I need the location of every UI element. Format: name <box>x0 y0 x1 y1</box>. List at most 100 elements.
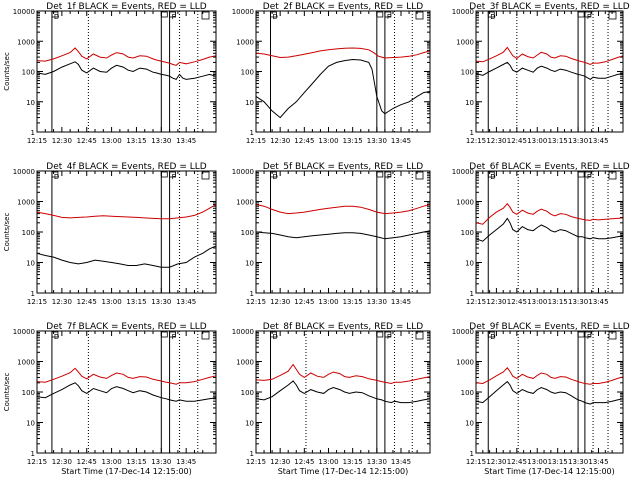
marker-letter: F <box>587 13 591 21</box>
plot-frame <box>475 170 624 294</box>
y-tick-label: 1000 <box>456 199 474 207</box>
plot-frame <box>36 10 217 133</box>
x-tick-label: 12:45 <box>77 458 97 466</box>
y-tick-label: 1 <box>470 129 474 137</box>
x-tick-label: 12:15 <box>466 458 486 466</box>
x-tick-label: 13:30 <box>151 137 171 145</box>
marker-flag <box>584 11 592 18</box>
lld-series-line <box>475 46 624 66</box>
x-tick-label: 13:45 <box>176 298 196 306</box>
x-tick-label: 13:00 <box>527 298 547 306</box>
y-tick-label: 10 <box>465 99 474 107</box>
x-tick-label: 12:15 <box>466 298 486 306</box>
y-tick-label: 10000 <box>13 328 35 336</box>
lld-series-line <box>475 367 624 385</box>
x-tick-label: 13:45 <box>588 458 608 466</box>
corner-box <box>201 331 210 340</box>
y-tick-label: 1 <box>31 129 35 137</box>
lld-series-line <box>255 363 431 385</box>
events-series-line <box>475 61 624 81</box>
panel-8: Det_8f BLACK = Events, RED = LLD Start Ti… <box>232 322 431 476</box>
marker-flag <box>169 11 176 18</box>
marker-flag <box>51 171 59 178</box>
y-tick-label: 10 <box>245 99 254 107</box>
marker-flag <box>376 171 384 178</box>
y-tick-label: 100 <box>241 69 254 77</box>
marker-flag <box>270 11 277 18</box>
y-tick-label: 10000 <box>13 8 35 16</box>
marker-flag <box>160 331 168 338</box>
panel-1: Det_1f BLACK = Events, RED = LLD Counts/s… <box>3 2 217 145</box>
y-tick-label: 10 <box>245 420 254 428</box>
y-axis-label: Counts/sec <box>3 373 11 412</box>
y-tick-label: 1000 <box>236 38 254 46</box>
y-tick-label: 100 <box>22 229 35 237</box>
marker-flag <box>584 331 592 338</box>
corner-box <box>608 171 617 180</box>
panel-2: Det_2f BLACK = Events, RED = LLD 1 10 100 10… <box>232 2 431 145</box>
y-tick-label: 1000 <box>236 199 254 207</box>
x-tick-label: 12:15 <box>27 298 47 306</box>
events-series-line <box>255 380 431 404</box>
y-axis-label: Counts/sec <box>3 213 11 252</box>
panel-6: Det_6f BLACK = Events, RED = LLD 1 10 100 10… <box>452 162 630 306</box>
panel-5: Det_5f BLACK = Events, RED = LLD 1 10 100 10… <box>232 162 431 306</box>
x-tick-label: 13:45 <box>176 458 196 466</box>
x-tick-label: 13:15 <box>126 458 146 466</box>
events-series-line <box>475 217 624 242</box>
y-tick-label: 1000 <box>456 359 474 367</box>
x-tick-label: 13:15 <box>548 137 568 145</box>
lld-series-line <box>255 204 431 215</box>
y-tick-label: 10000 <box>452 328 474 336</box>
marker-letter: D <box>54 333 59 341</box>
y-tick-label: 1 <box>250 450 254 458</box>
x-tick-label: 13:45 <box>588 298 608 306</box>
x-axis-label: Start Time (17-Dec-14 12:15:00) <box>484 467 615 476</box>
y-tick-label: 1000 <box>17 359 35 367</box>
y-tick-label: 10 <box>26 420 35 428</box>
x-tick-label: 12:15 <box>246 137 266 145</box>
corner-box <box>415 11 424 20</box>
corner-box <box>608 11 617 20</box>
plot-frame <box>475 330 624 454</box>
y-tick-label: 10000 <box>232 168 254 176</box>
x-tick-label: 13:30 <box>367 458 387 466</box>
corner-box <box>608 331 617 340</box>
x-tick-label: 13:15 <box>343 298 363 306</box>
plot-frame <box>255 330 431 454</box>
events-series-line <box>36 245 217 268</box>
y-tick-label: 10 <box>26 99 35 107</box>
events-series-line <box>36 382 217 402</box>
x-tick-label: 12:45 <box>77 298 97 306</box>
x-tick-label: 13:15 <box>343 458 363 466</box>
panel-3: Det_3f BLACK = Events, RED = LLD 1 10 100 10… <box>452 2 630 145</box>
marker-flag <box>487 171 495 178</box>
x-tick-label: 12:30 <box>486 458 506 466</box>
x-tick-label: 13:30 <box>568 137 588 145</box>
y-tick-label: 10000 <box>232 328 254 336</box>
marker-flag <box>160 11 168 18</box>
panel-7: Det_7f BLACK = Events, RED = LLD Counts/s… <box>3 322 217 476</box>
y-tick-label: 10000 <box>232 8 254 16</box>
x-tick-label: 13:30 <box>151 458 171 466</box>
lld-series-line <box>36 47 217 66</box>
x-tick-label: 13:45 <box>588 137 608 145</box>
marker-flag <box>270 171 277 178</box>
y-tick-label: 1000 <box>456 38 474 46</box>
x-tick-label: 13:15 <box>126 137 146 145</box>
x-axis-label: Start Time (17-Dec-14 12:15:00) <box>61 467 192 476</box>
corner-box <box>415 171 424 180</box>
y-tick-label: 10 <box>465 420 474 428</box>
marker-letter: D <box>54 173 59 181</box>
lld-series-line <box>36 204 217 220</box>
marker-flag <box>577 331 585 338</box>
panel-title: Det_9f BLACK = Events, RED = LLD <box>469 322 629 332</box>
panel-title: Det_8f BLACK = Events, RED = LLD <box>263 322 423 332</box>
events-series-line <box>475 380 624 405</box>
marker-letter: D <box>273 333 278 341</box>
marker-flag <box>577 11 585 18</box>
marker-flag <box>487 11 495 18</box>
marker-flag <box>577 171 585 178</box>
marker-letter: F <box>387 13 391 21</box>
